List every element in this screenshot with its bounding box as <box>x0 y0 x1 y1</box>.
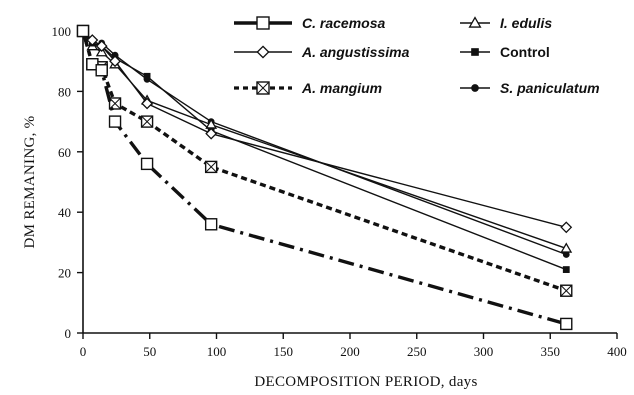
legend-item-i-edulis: I. edulis <box>460 15 552 31</box>
series-layer <box>76 24 573 331</box>
data-point <box>143 72 151 80</box>
legend: C. racemosa A. angustissima A. mangium I. e… <box>234 15 600 96</box>
marker-shape <box>140 157 154 171</box>
x-tick-label: 0 <box>80 344 87 359</box>
data-point <box>95 64 108 77</box>
data-point <box>560 317 573 331</box>
marker-shape <box>256 16 270 30</box>
legend-marker <box>471 48 479 56</box>
marker-shape <box>204 218 218 231</box>
marker-cross <box>560 284 573 297</box>
y-tick-label: 40 <box>58 205 71 220</box>
legend-label: A. mangium <box>301 80 382 96</box>
series-line <box>82 30 567 250</box>
data-point <box>108 97 122 110</box>
legend-label: I. edulis <box>500 15 552 31</box>
data-point <box>562 266 570 273</box>
x-axis-title: DECOMPOSITION PERIOD, days <box>254 374 477 390</box>
legend-marker <box>256 81 270 95</box>
series-c-racemosa <box>76 24 573 331</box>
marker-shape <box>205 127 218 140</box>
data-point <box>204 218 218 231</box>
data-point <box>560 221 573 234</box>
y-tick-label: 60 <box>58 145 71 160</box>
y-tick-label: 80 <box>58 84 71 99</box>
y-axis-title: DM REMANING, % <box>22 116 38 249</box>
marker-shape <box>560 317 573 331</box>
marker-shape <box>256 45 270 59</box>
legend-item-s-paniculatum: S. paniculatum <box>460 80 600 96</box>
marker-shape <box>141 97 153 110</box>
x-tick-label: 100 <box>207 344 227 359</box>
marker-shape <box>76 24 90 38</box>
data-point <box>108 115 122 128</box>
data-point <box>95 40 108 53</box>
marker-cross <box>256 81 270 95</box>
series-line <box>82 30 567 256</box>
data-point <box>140 115 154 128</box>
data-point <box>76 24 90 38</box>
marker-shape <box>560 221 573 234</box>
y-tick-label: 0 <box>65 326 72 341</box>
legend-item-a-mangium: A. mangium <box>234 80 382 96</box>
x-tick-label: 200 <box>340 344 360 359</box>
data-point <box>204 160 218 174</box>
marker-shape <box>562 266 570 273</box>
marker-shape <box>95 64 108 77</box>
x-tick-label: 150 <box>274 344 294 359</box>
data-point <box>140 157 154 171</box>
marker-shape <box>143 72 151 80</box>
marker-shape <box>108 115 122 128</box>
x-tick-label: 250 <box>407 344 427 359</box>
series-line <box>82 30 567 271</box>
legend-item-c-racemosa: C. racemosa <box>234 15 385 31</box>
data-point <box>86 34 99 46</box>
x-tick-label: 350 <box>541 344 561 359</box>
x-tick-label: 400 <box>607 344 627 359</box>
marker-shape <box>95 40 108 53</box>
marker-shape <box>471 48 479 56</box>
marker-cross <box>205 161 218 173</box>
legend-item-control: Control <box>460 44 550 60</box>
legend-label: C. racemosa <box>302 15 385 31</box>
legend-marker <box>468 16 482 28</box>
marker-shape <box>560 242 573 253</box>
marker-shape <box>471 84 479 92</box>
legend-label: A. angustissima <box>301 44 410 60</box>
marker-shape <box>86 34 99 46</box>
data-point <box>141 97 153 110</box>
y-tick-label: 100 <box>52 24 72 39</box>
x-tick-label: 50 <box>143 344 156 359</box>
data-point <box>560 242 573 253</box>
legend-marker <box>256 16 270 30</box>
data-point <box>205 127 218 140</box>
legend-label: Control <box>500 44 550 60</box>
series-line <box>81 30 567 326</box>
axes: 0 50 100 150 200 250 300 350 400 0 20 40 60 80 100 <box>52 24 627 359</box>
x-tick-label: 300 <box>474 344 494 359</box>
marker-shape <box>468 16 482 28</box>
series-line <box>81 30 567 293</box>
legend-marker <box>471 84 479 92</box>
marker-shape <box>109 55 121 68</box>
legend-marker <box>256 45 270 59</box>
legend-item-a-angustissima: A. angustissima <box>234 44 410 60</box>
data-point <box>560 284 573 297</box>
marker-cross <box>109 97 121 110</box>
y-tick-label: 20 <box>58 266 71 281</box>
series-i-edulis <box>77 24 573 253</box>
data-point <box>109 55 121 68</box>
legend-label: S. paniculatum <box>500 80 600 96</box>
data-point <box>562 251 570 258</box>
marker-shape <box>562 251 570 258</box>
series-control <box>79 27 570 273</box>
marker-cross <box>141 115 153 128</box>
